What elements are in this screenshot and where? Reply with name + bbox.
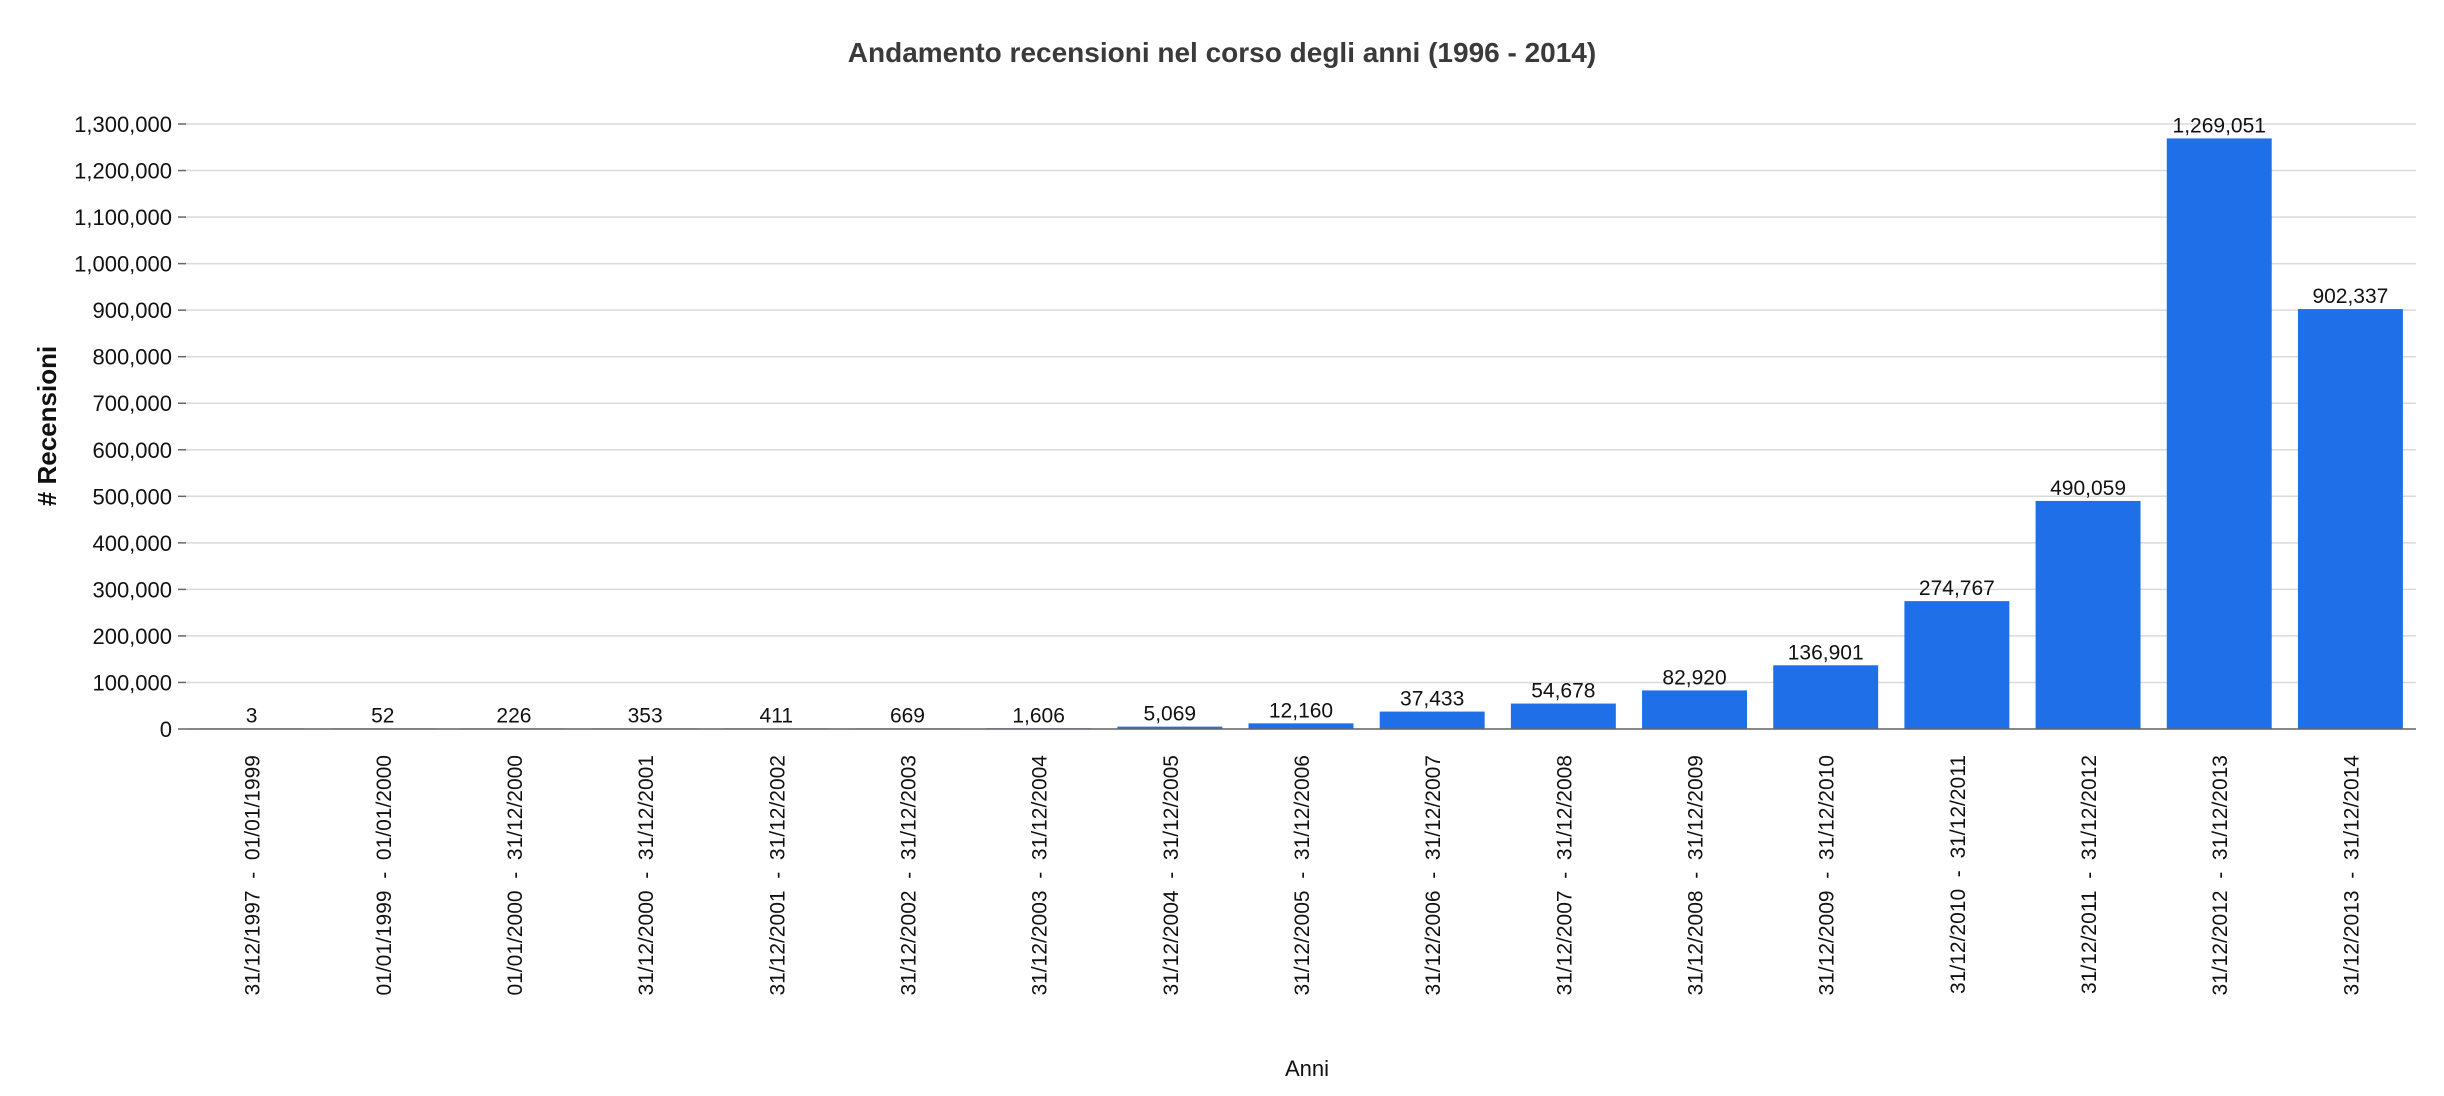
x-tick-label: 31/12/2012 - 31/12/2013 [2209, 755, 2232, 996]
x-tick-label: 31/12/2008 - 31/12/2009 [1685, 755, 1708, 996]
bar [1904, 601, 2010, 729]
y-tick-label: 400,000 [92, 531, 172, 556]
y-tick-label: 800,000 [92, 345, 172, 370]
y-tick-label: 1,300,000 [74, 112, 172, 137]
data-label: 37,433 [1400, 688, 1464, 711]
gridlines [178, 123, 2416, 730]
data-labels: 3 52 226 353 411 669 1,606 5,069 12,160 37,433 54,… [246, 114, 2389, 727]
bar [1642, 690, 1747, 729]
data-label: 136,901 [1788, 641, 1864, 664]
chart-title: Andamento recensioni nel corso degli ann… [848, 37, 1596, 68]
y-tick-label: 700,000 [92, 391, 172, 416]
bar [1248, 723, 1354, 729]
bar [1510, 703, 1616, 729]
x-tick-label: 31/12/2007 - 31/12/2008 [1553, 755, 1576, 996]
bar [1117, 726, 1223, 729]
y-tick-label: 100,000 [92, 670, 172, 695]
y-tick-label: 1,200,000 [74, 159, 172, 184]
x-tick-label: 31/12/2009 - 31/12/2010 [1816, 755, 1839, 996]
y-tick-label: 200,000 [92, 624, 172, 649]
data-label: 353 [628, 704, 663, 727]
x-tick-label: 31/12/2004 - 31/12/2005 [1160, 755, 1183, 996]
bar [2035, 500, 2141, 729]
y-tick-label: 500,000 [92, 484, 172, 509]
bar [1379, 711, 1485, 729]
y-tick-label: 0 [160, 717, 172, 742]
x-tick-label: 31/12/2011 - 31/12/2012 [2078, 755, 2101, 994]
x-tick-label: 31/12/2006 - 31/12/2007 [1422, 755, 1445, 996]
data-label: 669 [890, 704, 925, 727]
x-tick-label: 31/12/2003 - 31/12/2004 [1029, 755, 1052, 996]
y-tick-label: 1,000,000 [74, 252, 172, 277]
x-axis-label: Anni [1285, 1056, 1329, 1081]
y-axis-ticks: 0 100,000 200,000 300,000 400,000 500,000 600,… [74, 112, 172, 742]
x-tick-label: 31/12/2010 - 31/12/2011 [1947, 755, 1970, 994]
bar [2166, 138, 2272, 729]
x-tick-label: 31/12/2001 - 31/12/2002 [766, 755, 789, 996]
data-label: 5,069 [1144, 703, 1197, 726]
data-label: 1,269,051 [2173, 114, 2266, 137]
bar [1773, 665, 1879, 729]
x-axis-ticks: 31/12/1997 - 01/01/1999 01/01/1999 - 01/0… [242, 755, 2364, 996]
data-label: 902,337 [2312, 285, 2388, 308]
data-label: 52 [371, 704, 394, 727]
data-label: 1,606 [1012, 704, 1065, 727]
y-tick-label: 600,000 [92, 438, 172, 463]
x-tick-label: 31/12/2013 - 31/12/2014 [2340, 755, 2363, 996]
data-label: 3 [246, 704, 258, 727]
y-tick-label: 900,000 [92, 298, 172, 323]
data-label: 226 [496, 704, 531, 727]
y-tick-label: 1,100,000 [74, 205, 172, 230]
x-tick-label: 31/12/1997 - 01/01/1999 [242, 755, 265, 996]
bar [2297, 309, 2403, 729]
bars [199, 138, 2403, 729]
x-tick-label: 01/01/1999 - 01/01/2000 [373, 755, 396, 996]
data-label: 54,678 [1531, 680, 1595, 703]
x-tick-label: 31/12/2005 - 31/12/2006 [1291, 755, 1314, 996]
data-label: 490,059 [2050, 477, 2126, 500]
x-tick-label: 31/12/2002 - 31/12/2003 [897, 755, 920, 996]
data-label: 82,920 [1662, 666, 1726, 689]
x-tick-label: 01/01/2000 - 31/12/2000 [504, 755, 527, 996]
y-axis-label: # Recensioni [32, 346, 62, 506]
x-tick-label: 31/12/2000 - 31/12/2001 [635, 755, 658, 996]
data-label: 12,160 [1269, 699, 1333, 722]
data-label: 274,767 [1919, 577, 1995, 600]
y-tick-label: 300,000 [92, 577, 172, 602]
data-label: 411 [760, 704, 793, 727]
